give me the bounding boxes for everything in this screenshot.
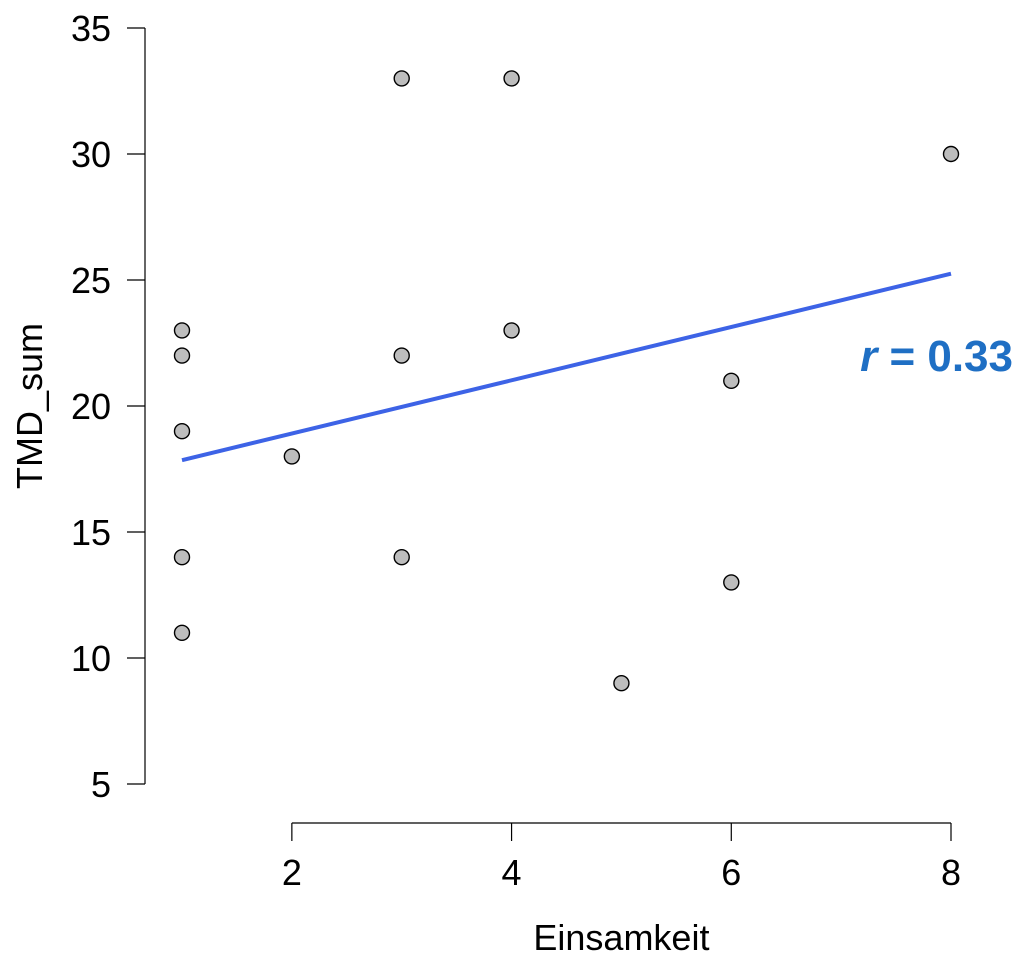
- x-axis-title: Einsamkeit: [533, 917, 709, 956]
- data-point: [393, 347, 410, 364]
- y-tick-label: 30: [71, 134, 111, 175]
- data-point: [283, 448, 301, 465]
- regression-line: [181, 271, 952, 463]
- data-points: [173, 70, 960, 692]
- y-axis-ticks: 5 10 15 20 25 30 35: [71, 8, 145, 805]
- data-point: [173, 423, 191, 440]
- x-tick-label: 6: [721, 852, 741, 893]
- data-point: [942, 145, 960, 163]
- y-tick-label: 10: [71, 638, 111, 679]
- y-axis-title: TMD_sum: [9, 323, 50, 489]
- correlation-symbol: r: [860, 332, 880, 381]
- x-tick-label: 2: [282, 852, 302, 893]
- y-tick-label: 25: [71, 260, 111, 301]
- y-tick-label: 35: [71, 8, 111, 49]
- data-point: [723, 372, 740, 389]
- data-point: [613, 675, 630, 692]
- data-point: [503, 70, 520, 87]
- y-tick-label: 20: [71, 386, 111, 427]
- data-point: [173, 549, 191, 566]
- data-point: [173, 322, 191, 339]
- data-point: [393, 70, 410, 87]
- correlation-value: = 0.33: [877, 332, 1013, 381]
- correlation-annotation: r = 0.33: [860, 332, 1013, 381]
- y-tick-label: 5: [91, 764, 111, 805]
- data-point: [723, 574, 740, 591]
- data-point: [173, 347, 191, 364]
- x-axis-ticks: 2 4 6 8: [282, 823, 961, 893]
- y-tick-label: 15: [71, 512, 111, 553]
- x-tick-label: 4: [502, 852, 522, 893]
- data-point: [503, 322, 520, 339]
- data-point: [173, 624, 191, 641]
- data-point: [393, 549, 410, 566]
- x-tick-label: 8: [941, 852, 961, 893]
